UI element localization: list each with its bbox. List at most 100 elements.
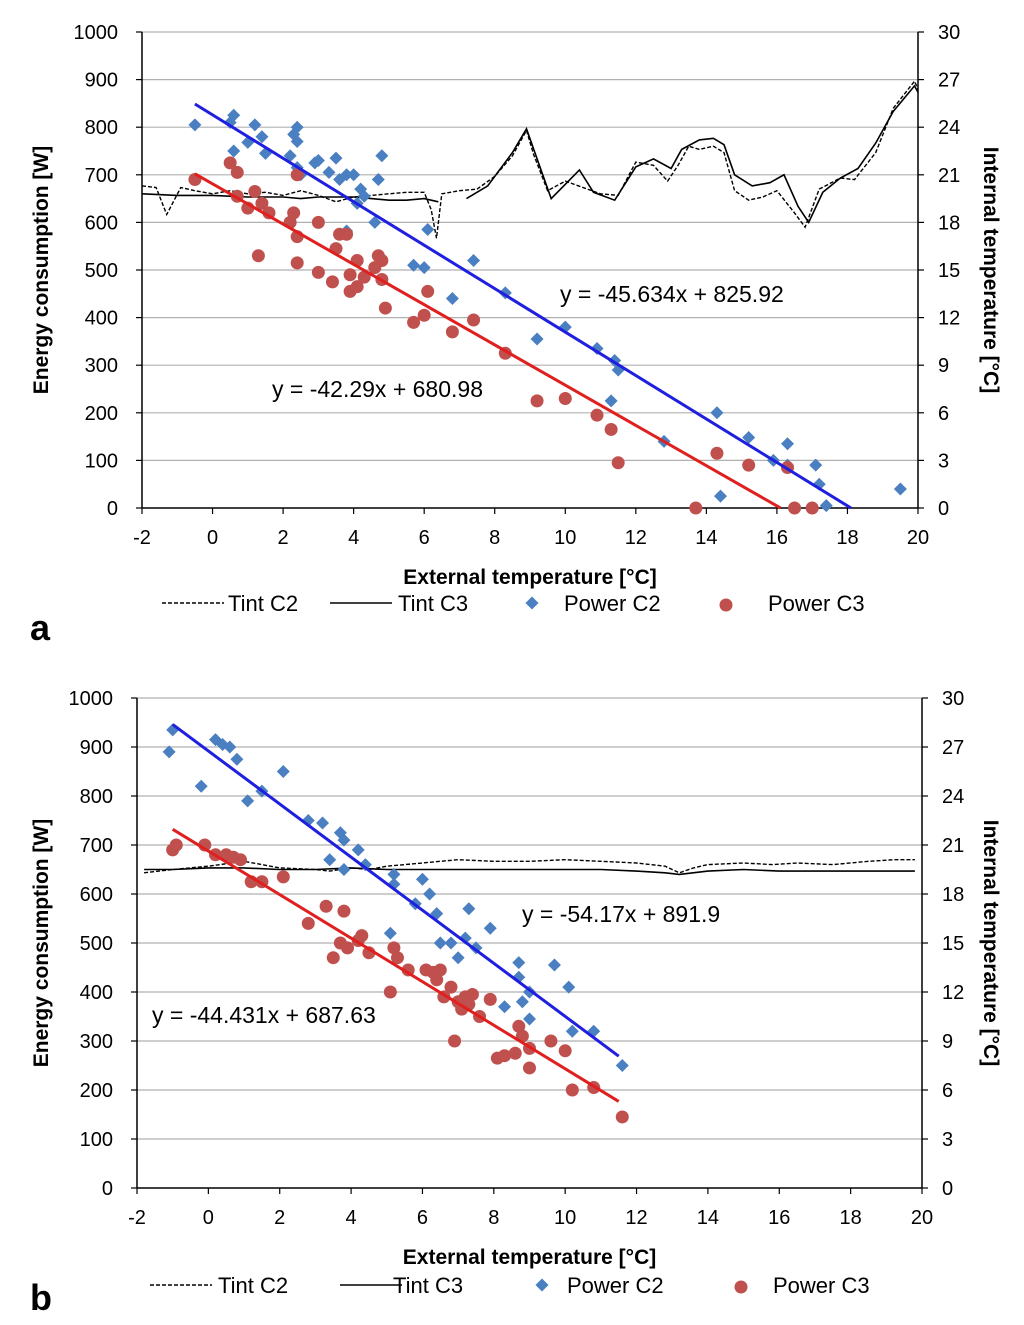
power-c2-point (311, 154, 325, 168)
x-tick-label: -2 (133, 527, 151, 549)
y-axis-title: Energy consumption [W] (30, 146, 53, 395)
power-c2-point (383, 926, 397, 940)
power-c2-point (565, 1024, 579, 1038)
power-c2-point (780, 437, 794, 451)
power-c2-point (316, 816, 330, 830)
y2-tick-label: 18 (938, 212, 960, 234)
power-c2-point (451, 951, 465, 965)
x-tick-label: 2 (278, 527, 289, 549)
power-c3-point (604, 422, 618, 436)
x-tick-label: 2 (274, 1207, 285, 1229)
y2-tick-label: 6 (938, 403, 949, 425)
power-c2-point (523, 1012, 536, 1026)
y-tick-label: 300 (85, 355, 118, 377)
x-tick-label: 18 (836, 527, 858, 549)
legend-label: Power C3 (768, 591, 865, 616)
power-c3-point (417, 308, 431, 322)
y2-tick-label: 30 (942, 688, 964, 710)
y2-tick-label: 9 (938, 355, 949, 377)
power-c2-point (347, 168, 361, 182)
power-c2-point (248, 118, 262, 132)
power-c3-point (498, 1049, 512, 1063)
y-tick-label: 200 (85, 403, 118, 425)
power-c3-point (433, 963, 447, 977)
power-c2-point (358, 858, 372, 872)
y-tick-label: 300 (80, 1031, 113, 1053)
power-c2-point (809, 458, 823, 472)
power-c2-point (323, 853, 337, 867)
x-tick-label: 16 (766, 527, 788, 549)
power-c2-point (357, 189, 371, 203)
y-tick-label: 800 (85, 117, 118, 139)
power-c2-point (276, 765, 290, 778)
equation-label: y = -44.431x + 687.63 (152, 1002, 376, 1028)
x-axis-title: External temperature [°C] (403, 566, 656, 589)
power-c3-point (590, 408, 604, 422)
power-c3-point (512, 1019, 526, 1033)
y2-tick-label: 30 (938, 22, 960, 44)
legend: Tint C2 Tint C3 Power C2 Power C3 (162, 591, 865, 616)
power-c3-point (290, 256, 304, 270)
x-tick-label: 6 (417, 1207, 428, 1229)
x-tick-label: 20 (911, 1207, 933, 1229)
power-c3-point (387, 941, 401, 955)
power-c2-point (162, 745, 176, 759)
power-c3-point (341, 941, 355, 955)
y-tick-label: 1000 (74, 22, 119, 44)
x-tick-label: 20 (907, 527, 929, 549)
power-c3-point (805, 501, 819, 515)
power-c3-point (390, 951, 404, 965)
legend-label: Tint C2 (218, 1273, 288, 1298)
y2-tick-label: 0 (938, 498, 949, 520)
y-tick-label: 600 (85, 212, 118, 234)
equation-label: y = -45.634x + 825.92 (560, 281, 784, 307)
power-c3-point (611, 456, 625, 470)
y2-tick-label: 15 (942, 933, 964, 955)
y2-tick-label: 18 (942, 884, 964, 906)
power-c2-point (227, 108, 241, 122)
x-tick-label: 4 (348, 527, 359, 549)
power-c2-point (421, 223, 435, 237)
y-tick-label: 500 (85, 260, 118, 282)
power-c3-point (255, 196, 269, 210)
power-c2-point (375, 149, 389, 163)
power-c2-point (710, 406, 724, 420)
power-c3-point (276, 870, 290, 884)
x-tick-label: 16 (768, 1207, 790, 1229)
power-c3-point (223, 156, 237, 170)
power-c2-point (290, 134, 304, 148)
y-tick-label: 400 (85, 308, 118, 330)
legend-label: Power C3 (773, 1273, 870, 1298)
x-tick-label: 8 (489, 527, 500, 549)
tint-c2-line (144, 858, 915, 874)
power-c3-point (290, 168, 304, 182)
y2-tick-label: 12 (942, 982, 964, 1004)
equation-label: y = -54.17x + 891.9 (522, 901, 720, 927)
power-c2-point (230, 752, 244, 766)
y-tick-label: 100 (80, 1129, 113, 1151)
y2-tick-label: 24 (938, 117, 960, 139)
power-c2-point (255, 130, 269, 144)
power-c3-point (251, 249, 265, 263)
power-c2-point (462, 902, 476, 916)
power-c2-point (547, 958, 561, 972)
y2-tick-label: 24 (942, 786, 964, 808)
equation-label: y = -42.29x + 680.98 (272, 376, 483, 402)
y2-tick-label: 27 (942, 737, 964, 759)
power-c2-point (351, 843, 365, 857)
y-tick-label: 0 (107, 498, 118, 520)
x-tick-label: 0 (203, 1207, 214, 1229)
power-c2-point (417, 261, 431, 275)
power-c3-point (508, 1046, 522, 1060)
chart-panel-a: 0100200300400500600700800900100003691215… (30, 22, 1002, 648)
power-c3-point (350, 280, 364, 294)
y2-tick-label: 3 (942, 1129, 953, 1151)
power-c3-point (401, 963, 415, 977)
power-c2-point (329, 151, 343, 165)
y-tick-label: 200 (80, 1080, 113, 1102)
power-c3-point (467, 313, 481, 327)
power-c3-point (319, 899, 333, 913)
x-tick-label: 4 (346, 1207, 357, 1229)
panel-label: b (30, 1277, 52, 1318)
legend-swatch-power-c2 (535, 1278, 549, 1292)
